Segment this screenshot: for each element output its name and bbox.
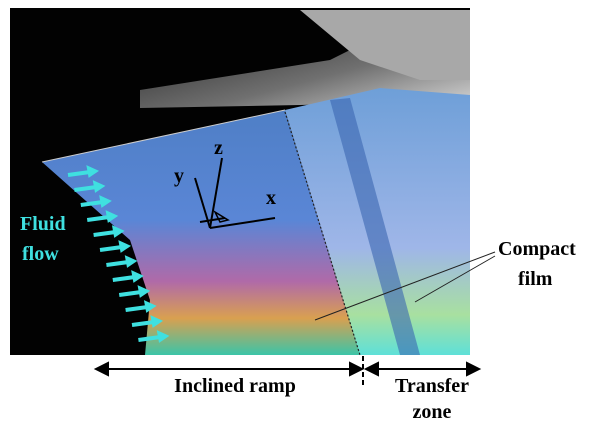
compact-label: Compact — [498, 238, 576, 260]
figure: Fluid flow x y z Compact film Inclined r… — [0, 0, 598, 423]
film-label: film — [518, 268, 553, 290]
axis-y: y — [174, 165, 184, 187]
axis-z: z — [214, 137, 223, 159]
zone-label: zone — [413, 401, 452, 423]
transfer-label: Transfer — [395, 375, 469, 397]
fluid-label: Fluid — [20, 213, 66, 235]
axis-x: x — [266, 187, 276, 209]
flow-label: flow — [22, 243, 59, 265]
photo — [10, 8, 470, 355]
ramp-label: Inclined ramp — [174, 375, 296, 397]
